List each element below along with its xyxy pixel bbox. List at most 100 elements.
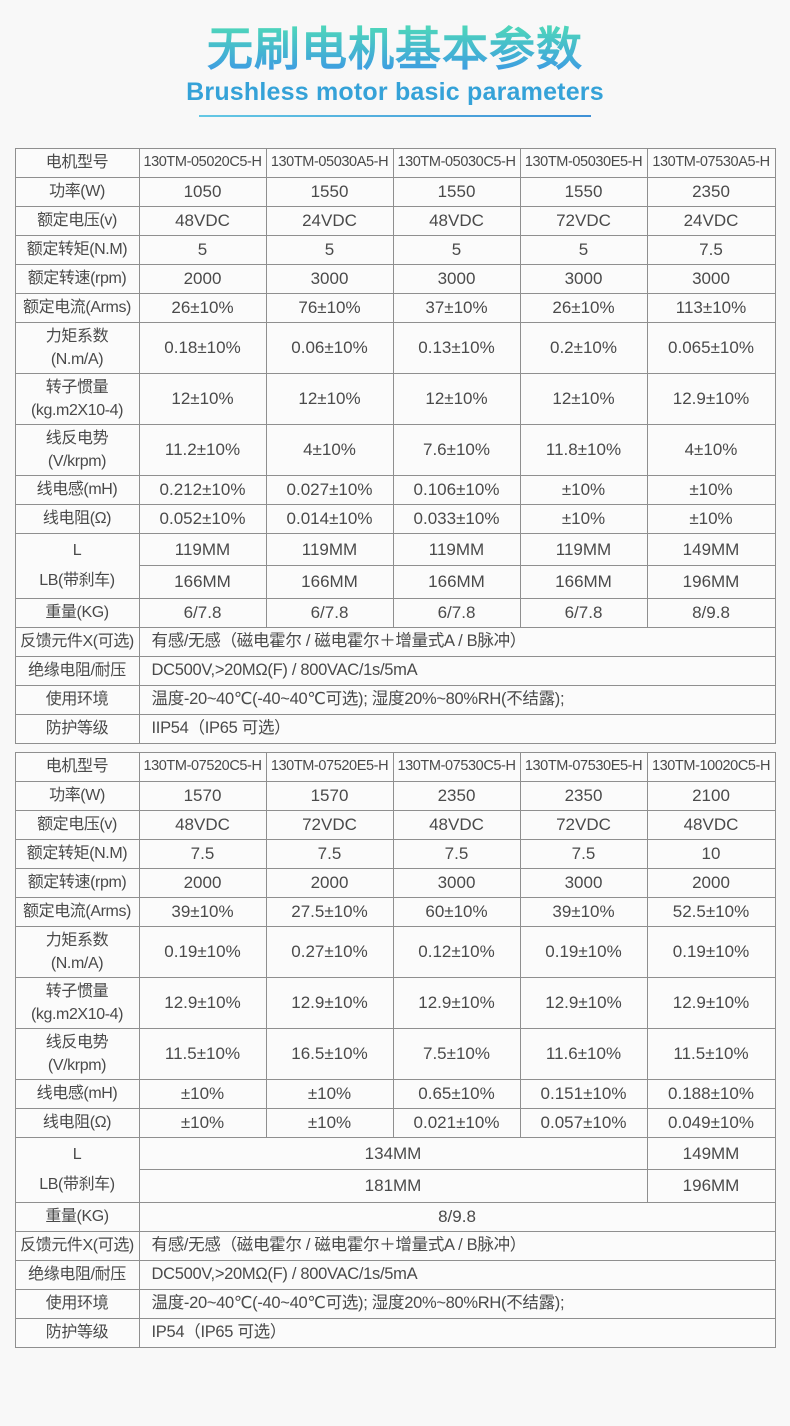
spec-value: 0.033±10% xyxy=(392,503,521,534)
spec-value: 2350 xyxy=(646,176,776,207)
spec-value: 52.5±10% xyxy=(646,896,776,927)
row-label: 防护等级 xyxy=(14,1317,140,1348)
table-row: 反馈元件X(可选) 有感/无感（磁电霍尔 / 磁电霍尔＋增量式A / B脉冲） xyxy=(14,626,776,657)
row-label: 力矩系数 (N.m/A) xyxy=(14,321,140,374)
spec-value: 6/7.8 xyxy=(519,597,648,628)
spec-value: 12.9±10% xyxy=(646,372,776,425)
spec-value: 8/9.8 xyxy=(138,1201,776,1232)
spec-value: 26±10% xyxy=(138,292,267,323)
row-label: 功率(W) xyxy=(14,176,140,207)
row-label: 线电感(mH) xyxy=(14,474,140,505)
spec-value: 48VDC xyxy=(392,205,521,236)
spec-value: 2000 xyxy=(646,867,776,898)
spec-value: 37±10% xyxy=(392,292,521,323)
spec-value: 12.9±10% xyxy=(265,976,394,1029)
spec-value: 130TM-07530C5-H xyxy=(392,751,521,782)
table-row: 线电感(mH) 0.212±10% 0.027±10% 0.106±10% ±10% ±1… xyxy=(14,474,776,505)
row-label-line: (V/krpm) xyxy=(47,1056,107,1074)
spec-value: DC500V,>20MΩ(F) / 800VAC/1s/5mA xyxy=(138,1259,776,1290)
table-row: 使用环境 温度-20~40℃(-40~40℃可选); 湿度20%~80%RH(不结… xyxy=(14,684,776,715)
spec-value: 2000 xyxy=(138,263,267,294)
spec-value: 12±10% xyxy=(138,372,267,425)
table-row: 力矩系数 (N.m/A) 0.19±10% 0.27±10% 0.12±10% 0.19±… xyxy=(14,925,776,978)
table-row: 线反电势 (V/krpm) 11.5±10% 16.5±10% 7.5±10% 11.6±… xyxy=(14,1027,776,1080)
table-row: 力矩系数 (N.m/A) 0.18±10% 0.06±10% 0.13±10% 0.2±1… xyxy=(14,321,776,374)
spec-table-1-body: 电机型号 130TM-05020C5-H 130TM-05030A5-H 130TM-… xyxy=(14,147,776,744)
title-underline xyxy=(199,114,591,117)
table-row: L LB(带刹车) 119MM 119MM 119MM 119MM 149MM xyxy=(14,532,776,599)
spec-value: 3000 xyxy=(265,263,394,294)
spec-value: 60±10% xyxy=(392,896,521,927)
spec-value: 39±10% xyxy=(519,896,648,927)
spec-value: 27.5±10% xyxy=(265,896,394,927)
row-label: 绝缘电阻/耐压 xyxy=(14,1259,140,1290)
row-label: 反馈元件X(可选) xyxy=(14,626,140,657)
row-label: 反馈元件X(可选) xyxy=(14,1230,140,1261)
table-row: 额定转速(rpm) 2000 3000 3000 3000 3000 xyxy=(14,263,776,294)
spec-value: 4±10% xyxy=(646,423,776,476)
spec-value: 2350 xyxy=(519,780,648,811)
table-row: 181MM 196MM xyxy=(15,1169,776,1203)
spec-value: 0.151±10% xyxy=(519,1078,648,1109)
table-row: 线电阻(Ω) 0.052±10% 0.014±10% 0.033±10% ±10% ±10… xyxy=(14,503,776,534)
spec-value: 0.057±10% xyxy=(519,1107,648,1138)
spec-value: 2350 xyxy=(392,780,521,811)
spec-value: ±10% xyxy=(646,503,776,534)
row-label: 功率(W) xyxy=(14,780,140,811)
row-label: 转子惯量 (kg.m2X10-4) xyxy=(14,372,140,425)
row-label: 转子惯量 (kg.m2X10-4) xyxy=(14,976,140,1029)
row-label: 使用环境 xyxy=(14,1288,140,1319)
row-label: 电机型号 xyxy=(14,751,140,782)
spec-value: 5 xyxy=(138,234,267,265)
table-row: 功率(W) 1050 1550 1550 1550 2350 xyxy=(14,176,776,207)
spec-value: IIP54（IP65 可选） xyxy=(138,713,776,744)
spec-value: 1050 xyxy=(138,176,267,207)
spec-value: 11.5±10% xyxy=(646,1027,776,1080)
spec-value: 温度-20~40℃(-40~40℃可选); 湿度20%~80%RH(不结露); xyxy=(138,684,776,715)
spec-value: 0.12±10% xyxy=(392,925,521,978)
table-row: 重量(KG) 8/9.8 xyxy=(14,1201,776,1232)
row-label: 额定转速(rpm) xyxy=(14,263,140,294)
spec-value: 119MM xyxy=(265,532,394,567)
spec-value: 119MM xyxy=(519,532,648,567)
spec-value: 0.212±10% xyxy=(138,474,267,505)
spec-value: 11.6±10% xyxy=(519,1027,648,1080)
row-label-line: 转子惯量 xyxy=(45,982,109,1000)
spec-value: 4±10% xyxy=(265,423,394,476)
spec-value: 130TM-05030E5-H xyxy=(519,147,648,178)
spec-value: 7.5 xyxy=(519,838,648,869)
spec-value: 149MM xyxy=(646,1136,776,1171)
spec-value: DC500V,>20MΩ(F) / 800VAC/1s/5mA xyxy=(138,655,776,686)
row-label-line: 力矩系数 xyxy=(45,931,109,949)
row-label: 线电感(mH) xyxy=(14,1078,140,1109)
row-label-line: (N.m/A) xyxy=(50,350,104,368)
spec-value: 39±10% xyxy=(138,896,267,927)
spec-value: 130TM-05030A5-H xyxy=(265,147,394,178)
table-row: 额定电流(Arms) 39±10% 27.5±10% 60±10% 39±10% 52.5… xyxy=(14,896,776,927)
spec-value: 48VDC xyxy=(646,809,776,840)
spec-value: ±10% xyxy=(519,503,648,534)
spec-value: 1550 xyxy=(519,176,648,207)
spec-value: 5 xyxy=(519,234,648,265)
spec-value: 76±10% xyxy=(265,292,394,323)
page-title: 无刷电机基本参数 xyxy=(207,23,583,75)
spec-value: 0.19±10% xyxy=(646,925,776,978)
row-label-line: (V/krpm) xyxy=(47,452,107,470)
row-label: 重量(KG) xyxy=(14,597,140,628)
spec-value: 113±10% xyxy=(646,292,776,323)
spec-value: 有感/无感（磁电霍尔 / 磁电霍尔＋增量式A / B脉冲） xyxy=(138,1230,776,1261)
spec-value: 5 xyxy=(265,234,394,265)
spec-value: 10 xyxy=(646,838,776,869)
spec-value: 0.65±10% xyxy=(392,1078,521,1109)
table-row: 绝缘电阻/耐压 DC500V,>20MΩ(F) / 800VAC/1s/5mA xyxy=(14,655,776,686)
table-row: 额定电压(v) 48VDC 24VDC 48VDC 72VDC 24VDC xyxy=(14,205,776,236)
spec-value: 7.5 xyxy=(392,838,521,869)
table-row: 额定转矩(N.M) 7.5 7.5 7.5 7.5 10 xyxy=(14,838,776,869)
spec-value: 0.014±10% xyxy=(265,503,394,534)
spec-value: 1570 xyxy=(265,780,394,811)
row-label: 线反电势 (V/krpm) xyxy=(14,423,140,476)
spec-value: 166MM xyxy=(265,565,394,599)
spec-value: 2000 xyxy=(138,867,267,898)
spec-value: 温度-20~40℃(-40~40℃可选); 湿度20%~80%RH(不结露); xyxy=(138,1288,776,1319)
spec-value: 12±10% xyxy=(519,372,648,425)
